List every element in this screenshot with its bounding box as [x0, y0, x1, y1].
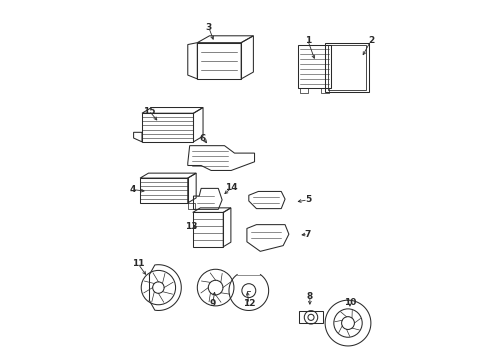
- Text: 6: 6: [200, 134, 206, 143]
- Text: 2: 2: [368, 36, 374, 45]
- Text: 1: 1: [305, 36, 311, 45]
- Text: 4: 4: [129, 185, 136, 194]
- Text: 7: 7: [305, 230, 311, 239]
- Text: 10: 10: [343, 298, 356, 307]
- Text: 11: 11: [132, 260, 145, 269]
- Text: 9: 9: [209, 300, 216, 309]
- Text: 14: 14: [225, 183, 238, 192]
- Text: 15: 15: [144, 107, 156, 116]
- Text: 12: 12: [243, 300, 255, 309]
- Text: 8: 8: [307, 292, 313, 301]
- Text: 13: 13: [185, 222, 198, 231]
- Text: 3: 3: [206, 23, 212, 32]
- Text: 5: 5: [305, 195, 311, 204]
